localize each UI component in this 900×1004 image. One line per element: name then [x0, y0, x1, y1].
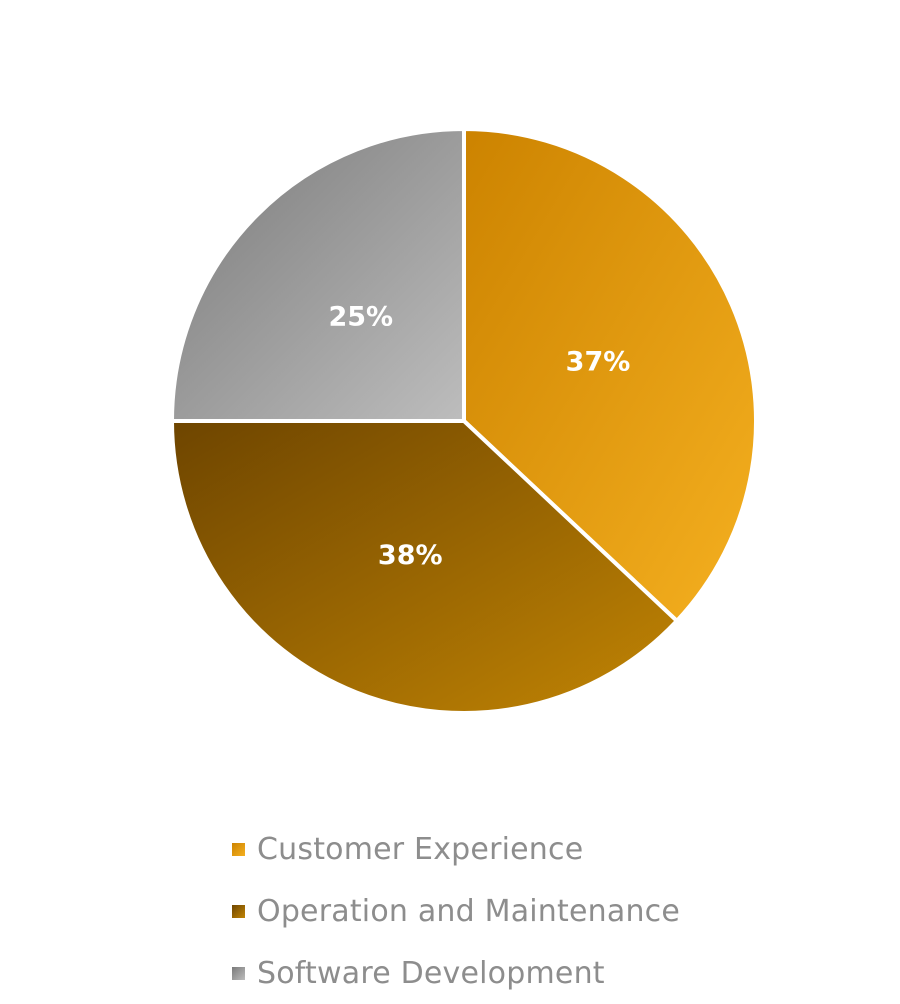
pie-slice-software-development [170, 127, 466, 423]
pie-chart-svg: 37% 38% 25% [170, 127, 758, 715]
legend-item-customer-experience: Customer Experience [232, 818, 832, 880]
slice-label-customer-experience: 37% [566, 347, 631, 378]
pie-slice-customer-experience [462, 127, 758, 623]
legend-label: Software Development [257, 955, 605, 991]
legend-label: Customer Experience [257, 831, 584, 867]
legend-swatch [232, 904, 245, 918]
slice-label-operation-and-maintenance: 38% [378, 540, 443, 571]
legend-label: Operation and Maintenance [257, 893, 681, 929]
slice-label-software-development: 25% [328, 301, 393, 332]
pie-slices [170, 127, 758, 715]
pie-labels: 37% 38% 25% [328, 301, 630, 571]
legend-swatch [232, 966, 245, 980]
legend: Customer Experience Operation and Mainte… [232, 818, 832, 1004]
pie-slice-operation-and-maintenance [170, 419, 679, 715]
legend-item-software-development: Software Development [232, 942, 832, 1004]
legend-item-operation-and-maintenance: Operation and Maintenance [232, 880, 832, 942]
legend-swatch [232, 842, 245, 856]
